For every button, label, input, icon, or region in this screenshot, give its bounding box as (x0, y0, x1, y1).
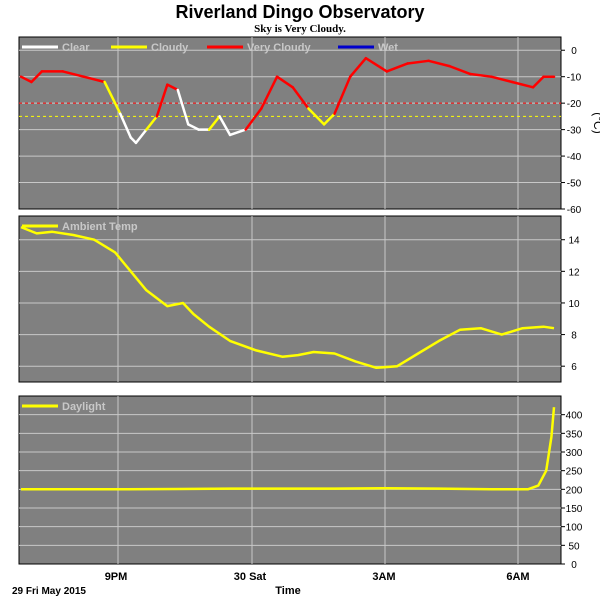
sky-segment (82, 75, 106, 84)
legend: Clear Cloudy Very Cloudy Wet (22, 42, 398, 54)
y-tick-label: 8 (571, 331, 577, 342)
y-tick-label: 200 (566, 485, 583, 496)
legend-label: Clear (62, 42, 90, 54)
chart-subtitle: Sky is Very Cloudy. (254, 23, 346, 35)
x-tick-label: 9PM (105, 571, 128, 583)
x-tick-label: 30 Sat (234, 571, 267, 583)
panel-background (18, 36, 562, 210)
y-tick-label: 350 (566, 429, 583, 440)
panel-background (18, 395, 562, 565)
y-tick-label: 150 (566, 504, 583, 515)
x-tick-label: 6AM (506, 571, 529, 583)
sky-segment (103, 80, 122, 115)
legend-label: Daylight (62, 401, 106, 413)
y-tick-label: 6 (571, 362, 577, 373)
sky-segment (307, 107, 326, 126)
y-tick-label: -30 (567, 126, 582, 137)
y-tick-label: 250 (566, 467, 583, 478)
sky-segment (155, 83, 169, 118)
sky-segment (531, 75, 545, 89)
y-axis-label: (°C) (591, 112, 600, 133)
sky-segment (186, 123, 200, 131)
panel-sky: 0 -10 -20 -30 -40 -50 -60 (°C) Clear Cloudy Very C… (18, 36, 600, 216)
y-tick-label: -60 (567, 205, 582, 216)
panel-background (18, 215, 562, 383)
sky-segment (406, 59, 430, 65)
sky-segment (176, 88, 190, 126)
x-axis-label: Time (275, 585, 300, 597)
sky-segment (228, 128, 247, 137)
series-line-ambient (20, 225, 555, 370)
panel-daylight: 0 50 100 150 200 250 300 350 400 Daylight (18, 395, 583, 571)
y-tick-label: 12 (568, 267, 580, 278)
y-tick-label: 14 (568, 236, 580, 247)
sky-segment (322, 112, 336, 126)
x-tick-label: 3AM (372, 571, 395, 583)
sky-segment (166, 83, 180, 92)
sky-segment (218, 115, 232, 137)
sky-segment (244, 107, 263, 131)
sky-segment (291, 86, 310, 110)
y-tick-label: -20 (567, 99, 582, 110)
y-tick-label: 300 (566, 448, 583, 459)
legend-label: Very Cloudy (247, 42, 311, 54)
panel-ambient: 6 8 10 12 14 Ambient Temp (18, 215, 580, 383)
y-tick-label: 100 (566, 523, 583, 534)
sky-segment (275, 75, 294, 89)
x-axis: 9PM 30 Sat 3AM 6AM 29 Fri May 2015 Time (12, 571, 530, 597)
y-tick-label: 10 (568, 299, 580, 310)
legend-label: Cloudy (151, 42, 189, 54)
sky-segment (333, 75, 352, 115)
sky-segment (119, 112, 132, 139)
sky-segment (207, 115, 221, 131)
chart-title: Riverland Dingo Observatory (175, 2, 424, 22)
legend: Daylight (22, 401, 106, 413)
sky-segment (385, 62, 409, 73)
sky-segment (348, 56, 368, 78)
y-tick-label: -40 (567, 152, 582, 163)
series-line-daylight (21, 407, 556, 491)
y-tick-label: 50 (568, 541, 580, 552)
sky-segment (145, 115, 159, 131)
sky-segment (30, 70, 44, 84)
sky-segment (19, 75, 33, 84)
y-tick-label: -10 (567, 73, 582, 84)
sky-segment (510, 80, 535, 89)
sky-segment (427, 59, 451, 68)
sky-segment (364, 56, 389, 73)
y-tick-label: -50 (567, 179, 582, 190)
sky-segment (469, 72, 493, 78)
legend-label: Wet (378, 42, 398, 54)
y-tick-label: 0 (571, 46, 577, 57)
sky-segment (134, 128, 148, 145)
legend-label: Ambient Temp (62, 221, 138, 233)
sky-segment (260, 75, 279, 110)
sky-segment (490, 75, 514, 84)
y-tick-label: 400 (566, 411, 583, 422)
sky-segment (61, 70, 85, 78)
y-tick-label: 0 (571, 560, 577, 571)
sky-segment (448, 64, 472, 76)
legend: Ambient Temp (22, 221, 138, 233)
x-date-label: 29 Fri May 2015 (12, 586, 86, 597)
panels: 0 -10 -20 -30 -40 -50 -60 (°C) Clear Cloudy Very C… (18, 36, 600, 571)
